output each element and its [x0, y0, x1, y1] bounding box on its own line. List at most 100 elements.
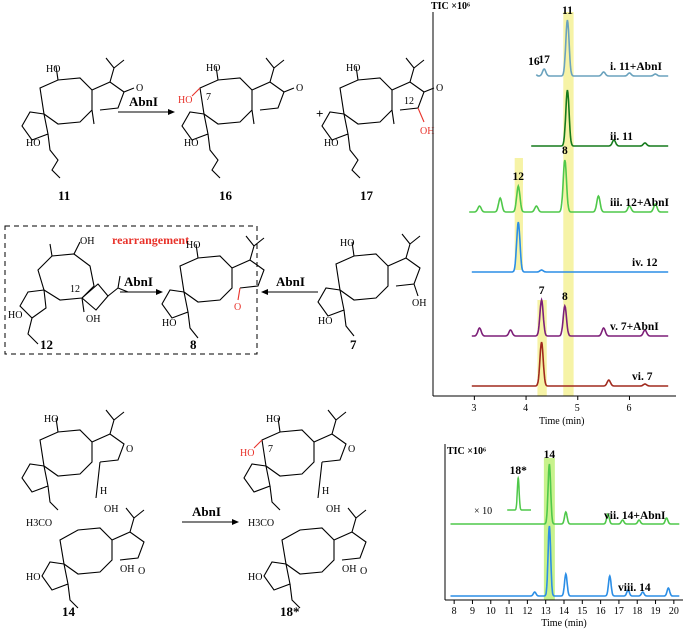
- trace-4: [471, 221, 669, 273]
- compound-label-16: 16: [219, 188, 233, 203]
- ho-red-16: HO: [178, 95, 192, 106]
- ho-label-14: HO: [44, 414, 58, 425]
- chart1-title: TIC ×10⁶: [431, 1, 470, 12]
- x-tick-label-2: 15: [577, 606, 587, 617]
- ho-label-18b: HO: [248, 572, 262, 583]
- oh-label-18b: OH: [342, 564, 356, 575]
- enzyme-label-2: AbnI: [124, 274, 153, 289]
- oh-label-12b: OH: [86, 314, 100, 325]
- ho-label-17b: HO: [324, 138, 338, 149]
- o-label-11: O: [136, 83, 143, 94]
- ho-label-7b: HO: [318, 316, 332, 327]
- c7-label-16: 7: [206, 92, 211, 103]
- peak-label: 8: [562, 145, 568, 157]
- structure-16: [181, 57, 295, 179]
- o-label-14b: O: [138, 566, 145, 577]
- trace-7: [450, 463, 680, 525]
- trace-2: [531, 89, 669, 147]
- oh-label-7: OH: [412, 298, 426, 309]
- structure-12: [19, 241, 129, 345]
- o-label-18b: O: [360, 566, 367, 577]
- chromatogram-2: TIC ×10⁶ 8 9 10 11 12 13 14 15 16 17 18 19 20 Time (mi…: [444, 444, 683, 629]
- ho-label-12: HO: [8, 310, 22, 321]
- structure-18: [243, 409, 367, 609]
- compound-label-7: 7: [350, 337, 357, 352]
- x-tick-label-2: 8: [452, 606, 457, 617]
- x-tick-label-2: 11: [504, 606, 514, 617]
- oh-label-14: OH: [104, 504, 118, 515]
- peak-label: 16: [528, 56, 540, 68]
- peak-label: 12: [513, 171, 525, 183]
- structure-14: [21, 409, 145, 609]
- compound-label-14: 14: [62, 604, 76, 619]
- compound-label-8: 8: [190, 337, 197, 352]
- reaction-arrow-3: [261, 289, 318, 295]
- structure-7: [317, 233, 421, 337]
- c12-label-17: 12: [404, 96, 414, 107]
- oh-label-18: OH: [326, 504, 340, 515]
- x-tick-label-2: 10: [486, 606, 496, 617]
- x-tick-label-1: 6: [626, 403, 631, 414]
- reaction-arrow-1: [118, 109, 175, 115]
- compound-label-17: 17: [360, 188, 374, 203]
- c12-label-12: 12: [70, 284, 80, 295]
- enzyme-label-4: AbnI: [192, 504, 221, 519]
- trace-5: [471, 297, 669, 337]
- chart2-title: TIC ×10⁶: [447, 446, 486, 457]
- peak-label: 17: [538, 54, 550, 66]
- ho-label-16b: HO: [184, 138, 198, 149]
- trace-8: [450, 525, 680, 597]
- ho-label-11b: HO: [26, 138, 40, 149]
- trace-label-1: i. 11+AbnI: [610, 61, 662, 73]
- compound-label-18: 18*: [280, 604, 300, 619]
- compound-label-11: 11: [58, 188, 70, 203]
- h-label-18: H: [322, 486, 329, 497]
- h3co-label-18: H3CO: [248, 518, 274, 529]
- x-tick-label-2: 13: [541, 606, 551, 617]
- ho-red-18: HO: [240, 448, 254, 459]
- x-tick-label-2: 16: [596, 606, 606, 617]
- x-axis-label-1: Time (min): [539, 416, 584, 427]
- ho-label-7: HO: [340, 238, 354, 249]
- oh-label-8: HO: [186, 240, 200, 251]
- plus-sign: +: [316, 106, 323, 121]
- reaction-arrow-2: [120, 289, 163, 295]
- o-label-17: O: [436, 83, 443, 94]
- trace-3: [469, 159, 669, 213]
- rearrangement-box: [4, 225, 258, 355]
- x-tick-label-2: 9: [470, 606, 475, 617]
- structure-11: [21, 57, 135, 179]
- band-12: [514, 158, 523, 270]
- ho-label-14b: HO: [26, 572, 40, 583]
- trace-label-5: v. 7+AbnI: [610, 321, 659, 333]
- h3co-label-14: H3CO: [26, 518, 52, 529]
- enzyme-label-1: AbnI: [129, 94, 158, 109]
- ho-label-16: HO: [206, 63, 220, 74]
- compound-label-12: 12: [40, 337, 53, 352]
- peak-label: 8: [562, 291, 568, 303]
- inset-scale-label: × 10: [474, 506, 492, 517]
- o-label-18: O: [348, 444, 355, 455]
- peak-label-14: 14: [544, 449, 556, 461]
- trace-label-3: iii. 12+AbnI: [610, 197, 669, 209]
- trace-label-6: vi. 7: [632, 371, 653, 383]
- trace-label-2: ii. 11: [610, 131, 633, 143]
- ho-label-8: HO: [162, 318, 176, 329]
- o-red-8: O: [234, 302, 241, 313]
- x-tick-label-1: 3: [471, 403, 476, 414]
- ho-label-11: HO: [46, 64, 60, 75]
- x-tick-label-2: 14: [559, 606, 569, 617]
- structure-8: [161, 235, 265, 339]
- peak-label: 11: [562, 5, 573, 17]
- ho-label-17: HO: [346, 63, 360, 74]
- trace-6: [471, 341, 669, 387]
- c7-label-18: 7: [268, 444, 273, 455]
- oh-label-12: OH: [80, 236, 94, 247]
- trace-label-8: viii. 14: [618, 582, 651, 594]
- x-tick-label-1: 4: [523, 403, 528, 414]
- oh-label-14b: OH: [120, 564, 134, 575]
- oh-red-17: OH: [420, 126, 434, 137]
- x-axis-label-2: Time (min): [541, 618, 586, 629]
